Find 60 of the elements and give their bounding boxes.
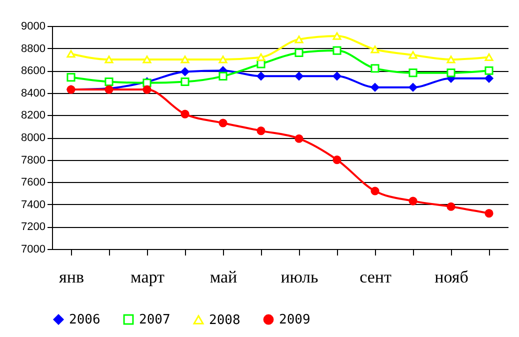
x-tick-label: нояб — [434, 268, 468, 286]
legend-label: 2008 — [209, 312, 240, 328]
point — [256, 53, 266, 62]
point — [180, 110, 190, 118]
point — [408, 196, 418, 206]
x-tick-label: май — [210, 268, 238, 286]
y-tick-label: 8800 — [21, 42, 46, 55]
point — [408, 51, 418, 59]
point — [484, 53, 494, 62]
point — [332, 46, 342, 55]
point — [256, 126, 266, 136]
point — [408, 83, 418, 92]
point — [180, 77, 190, 86]
point — [104, 56, 114, 64]
y-tick-label: 8400 — [21, 87, 46, 100]
y-tick-label: 8200 — [21, 110, 46, 122]
point — [294, 48, 304, 58]
point — [142, 56, 152, 64]
point — [446, 56, 456, 64]
point — [104, 77, 114, 86]
point — [332, 156, 342, 164]
x-tick-label: июль — [280, 268, 319, 286]
x-tick-label: март — [130, 268, 166, 286]
legend-label: 2007 — [139, 312, 170, 328]
point — [294, 72, 304, 80]
point — [66, 50, 76, 58]
point — [446, 68, 456, 78]
point — [218, 56, 228, 64]
point — [332, 72, 342, 80]
point — [446, 202, 456, 211]
x-tick-label: сент — [360, 268, 392, 286]
y-tick-label: 7600 — [21, 176, 46, 189]
point — [180, 67, 190, 76]
point — [218, 118, 228, 128]
point — [142, 85, 152, 94]
y-tick-label: 7800 — [21, 154, 46, 166]
point — [256, 72, 266, 80]
x-tick-label: янв — [59, 268, 84, 286]
point — [370, 46, 380, 54]
point — [484, 209, 494, 218]
y-tick-label: 7400 — [21, 198, 46, 211]
point — [218, 72, 228, 80]
legend-label: 2006 — [69, 312, 100, 328]
y-tick-label: 8600 — [21, 65, 46, 78]
y-tick-label: 7200 — [21, 221, 46, 234]
point — [408, 68, 418, 78]
y-tick-label: 9000 — [21, 20, 46, 32]
point — [294, 36, 304, 44]
point — [180, 56, 190, 64]
point — [370, 186, 380, 196]
point — [370, 64, 380, 73]
point — [294, 134, 304, 143]
point — [332, 32, 342, 40]
point — [484, 66, 494, 75]
point — [484, 74, 494, 83]
legend-label: 2009 — [279, 312, 310, 328]
point — [370, 83, 380, 92]
y-tick-label: 8000 — [21, 132, 46, 144]
point — [66, 73, 76, 82]
y-tick-label: 7000 — [21, 244, 46, 256]
